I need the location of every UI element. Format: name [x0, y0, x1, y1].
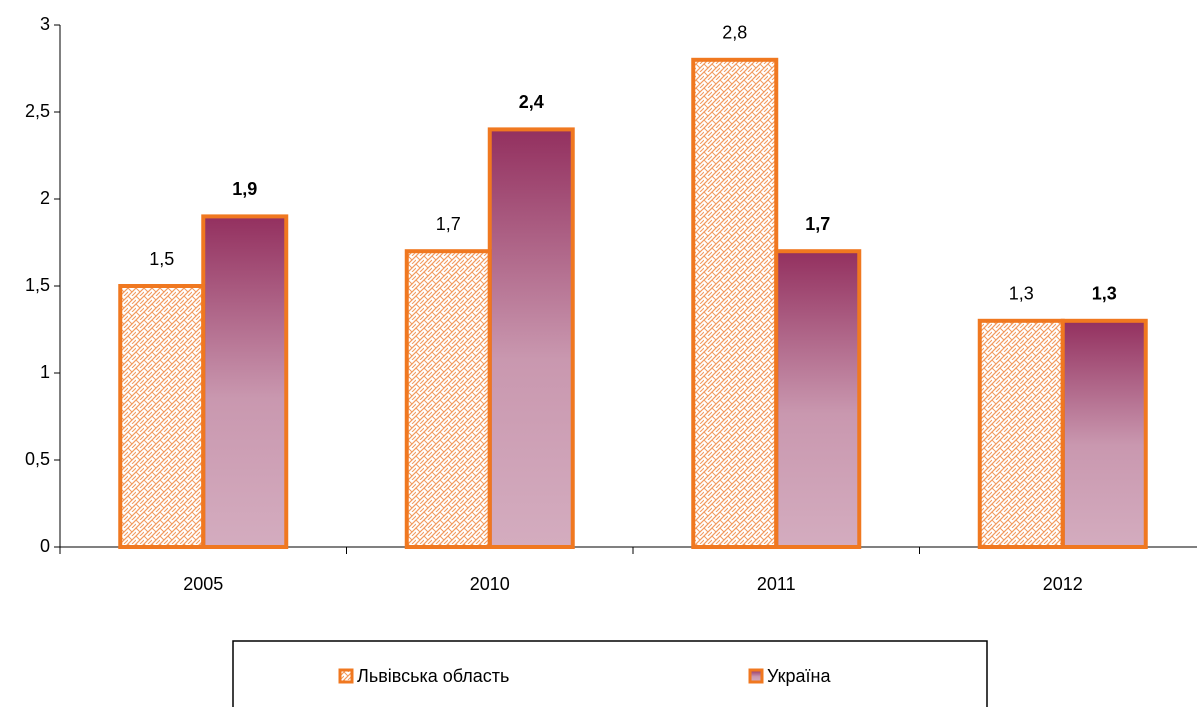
y-tick-label: 0,5	[25, 449, 50, 469]
data-label: 1,3	[1009, 284, 1034, 304]
legend-box	[232, 640, 988, 707]
x-tick-label: 2010	[470, 574, 510, 594]
data-label: 1,9	[232, 179, 257, 199]
y-tick-label: 2	[40, 188, 50, 208]
legend-label: Львівська область	[357, 666, 509, 686]
y-tick-label: 1,5	[25, 275, 50, 295]
bar	[404, 249, 492, 549]
bar	[774, 249, 862, 549]
bar	[487, 127, 575, 549]
data-label: 1,3	[1092, 284, 1117, 304]
legend-swatch	[748, 668, 764, 684]
legend-swatch	[338, 668, 354, 684]
y-tick-label: 0	[40, 536, 50, 556]
y-tick-label: 2,5	[25, 101, 50, 121]
bar	[201, 214, 289, 549]
x-tick-label: 2011	[757, 574, 796, 594]
bar	[691, 57, 779, 550]
data-label: 2,8	[722, 23, 747, 43]
bar	[977, 318, 1065, 549]
bar	[118, 284, 206, 549]
data-label: 1,5	[149, 249, 174, 269]
x-tick-label: 2012	[1043, 574, 1083, 594]
data-label: 2,4	[519, 92, 544, 112]
data-label: 1,7	[805, 214, 830, 234]
data-label: 1,7	[436, 214, 461, 234]
y-tick-label: 1	[40, 362, 50, 382]
x-tick-label: 2005	[183, 574, 223, 594]
legend-label: Україна	[767, 666, 831, 686]
y-tick-label: 3	[40, 14, 50, 34]
bar	[1060, 318, 1148, 549]
